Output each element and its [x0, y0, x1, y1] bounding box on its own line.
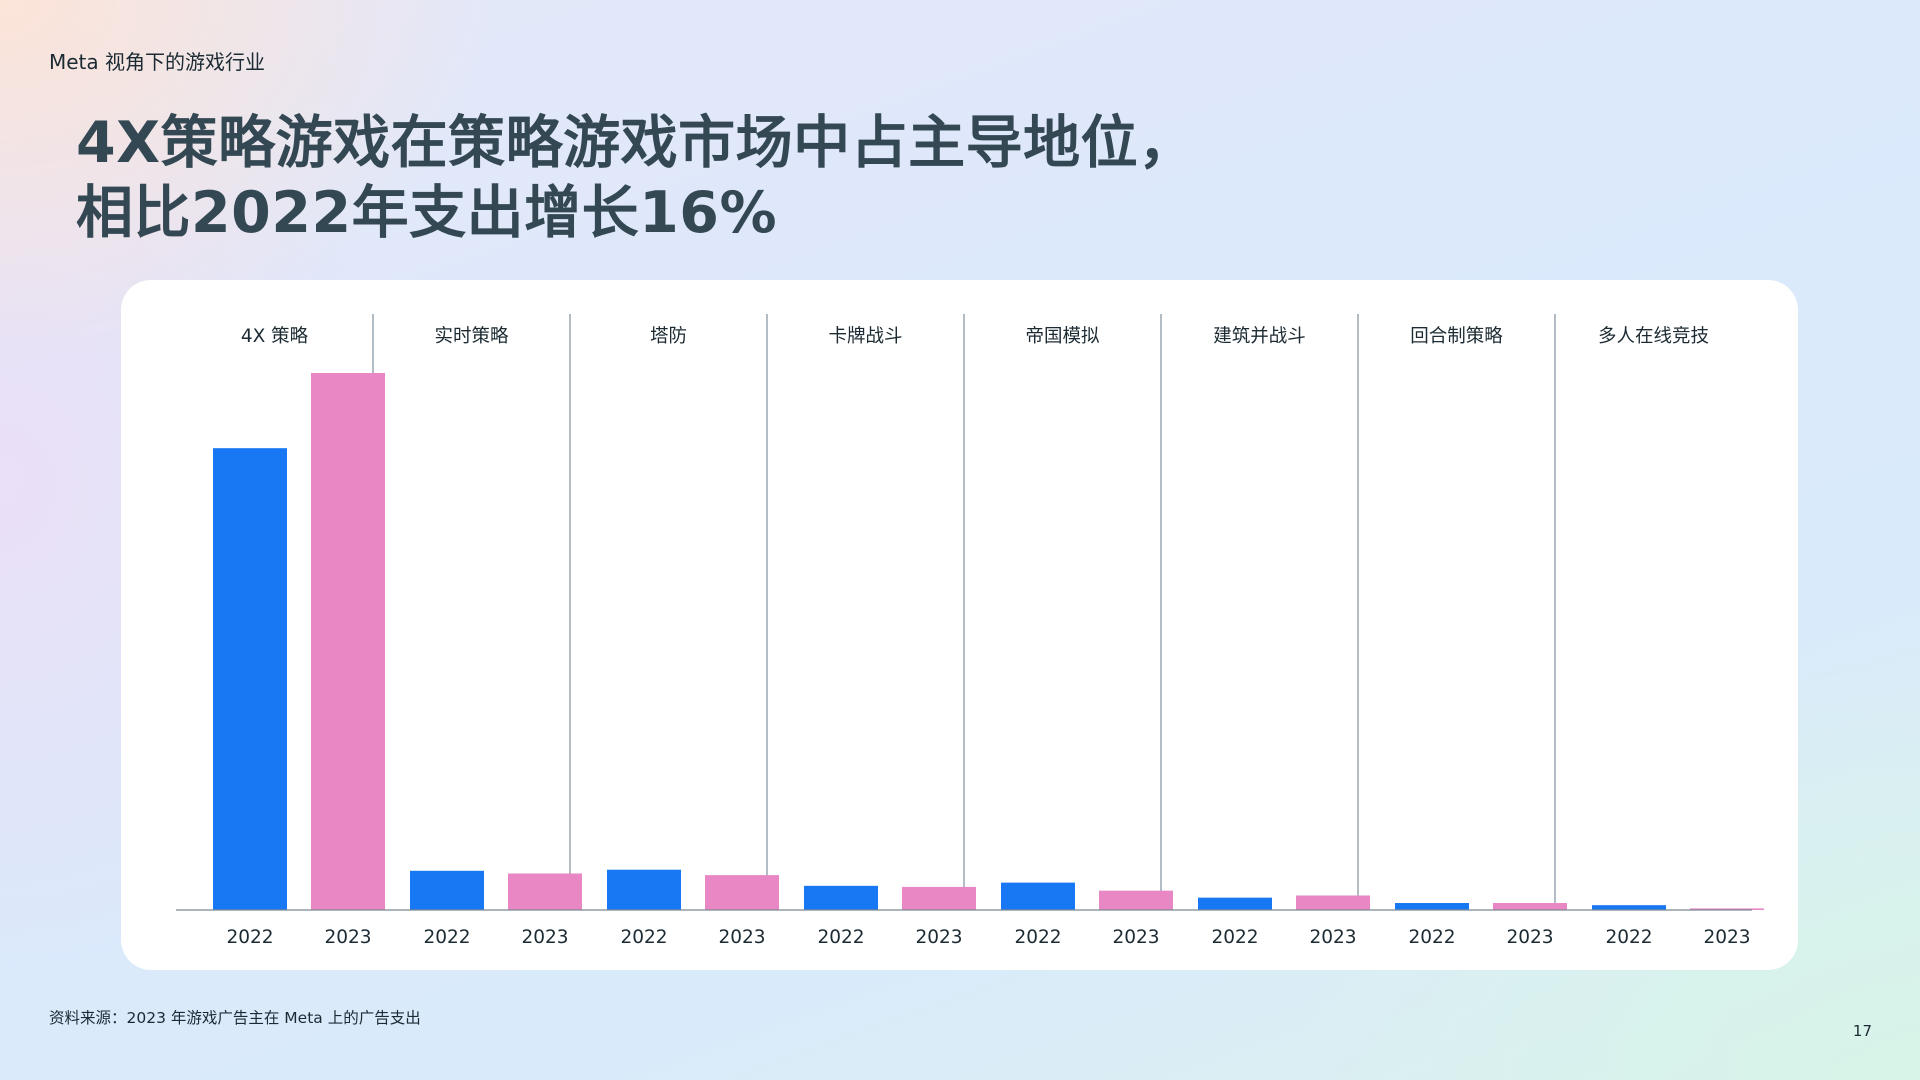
chart-card: 4X 策略 2022 2023 实时策略 2022 2023 塔防 2022 2023 卡牌战斗 2…: [121, 280, 1798, 970]
bar-2022: [607, 869, 681, 910]
x-tick-label: 2022: [620, 927, 667, 948]
bar-2022: [1395, 903, 1469, 910]
x-tick-label: 2023: [324, 927, 371, 948]
bar-2022: [213, 448, 287, 910]
category-label: 塔防: [650, 326, 687, 347]
bar-2023: [705, 875, 779, 910]
page-title: 4X策略游戏在策略游戏市场中占主导地位， 相比2022年支出增长16%: [76, 108, 1196, 248]
bar-2023: [1099, 890, 1173, 910]
category-label: 多人在线竞技: [1598, 326, 1709, 347]
x-tick-label: 2022: [1605, 927, 1652, 948]
x-tick-label: 2022: [423, 927, 470, 948]
page-title-line-2: 相比2022年支出增长16%: [76, 180, 778, 246]
x-tick-label: 2023: [1703, 927, 1750, 948]
x-tick-label: 2023: [915, 927, 962, 948]
page-number: 17: [1852, 1022, 1872, 1040]
bar-2023: [1690, 908, 1764, 910]
x-tick-label: 2023: [1309, 927, 1356, 948]
x-tick-label: 2023: [1506, 927, 1553, 948]
bar-2023: [508, 873, 582, 910]
bar-2022: [1592, 905, 1666, 910]
x-tick-label: 2022: [1211, 927, 1258, 948]
eyebrow: Meta 视角下的游戏行业: [49, 50, 266, 74]
bar-2023: [902, 886, 976, 910]
x-tick-label: 2022: [1408, 927, 1455, 948]
bar-2022: [804, 885, 878, 910]
category-label: 建筑并战斗: [1213, 326, 1306, 347]
x-tick-label: 2023: [521, 927, 568, 948]
bar-2023: [311, 373, 385, 910]
bar-chart: 4X 策略 2022 2023 实时策略 2022 2023 塔防 2022 2023 卡牌战斗 2…: [176, 314, 1764, 948]
bar-2022: [1198, 897, 1272, 910]
category-label: 回合制策略: [1410, 326, 1503, 347]
x-tick-label: 2023: [1112, 927, 1159, 948]
bar-2023: [1296, 895, 1370, 910]
page-title-line-1: 4X策略游戏在策略游戏市场中占主导地位，: [76, 110, 1196, 176]
x-tick-label: 2022: [1014, 927, 1061, 948]
x-tick-label: 2023: [718, 927, 765, 948]
bar-2022: [410, 870, 484, 910]
category-label: 帝国模拟: [1025, 326, 1099, 347]
category-label: 卡牌战斗: [828, 326, 902, 347]
bar-2022: [1001, 882, 1075, 910]
category-label: 4X 策略: [241, 326, 309, 347]
bar-2023: [1493, 903, 1567, 910]
source-footnote: 资料来源：2023 年游戏广告主在 Meta 上的广告支出: [49, 1009, 421, 1027]
x-tick-label: 2022: [817, 927, 864, 948]
category-label: 实时策略: [434, 326, 509, 347]
x-tick-label: 2022: [226, 927, 273, 948]
